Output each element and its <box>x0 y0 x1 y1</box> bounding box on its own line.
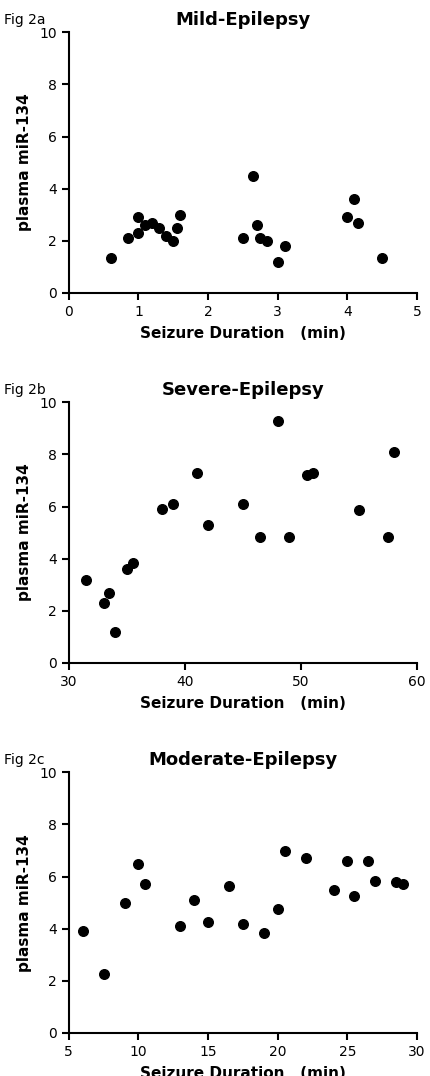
Point <box>191 891 198 908</box>
Point <box>142 876 149 893</box>
Point <box>83 571 89 589</box>
Point <box>281 238 288 255</box>
Point <box>135 855 142 873</box>
Y-axis label: plasma miR-134: plasma miR-134 <box>18 464 32 601</box>
Point <box>257 528 264 546</box>
Point <box>205 914 212 931</box>
Title: Mild-Epilepsy: Mild-Epilepsy <box>175 12 310 29</box>
Y-axis label: plasma miR-134: plasma miR-134 <box>18 94 32 231</box>
Point <box>170 495 177 512</box>
Point <box>281 841 288 859</box>
Point <box>106 584 113 601</box>
Point <box>309 464 316 481</box>
Point <box>354 214 361 231</box>
Point <box>390 443 397 461</box>
X-axis label: Seizure Duration   (min): Seizure Duration (min) <box>140 696 346 710</box>
Point <box>125 229 132 246</box>
Point <box>240 915 246 932</box>
Point <box>274 901 281 918</box>
Point <box>286 528 293 546</box>
Point <box>121 894 128 911</box>
Title: Severe-Epilepsy: Severe-Epilepsy <box>162 381 324 399</box>
Point <box>351 190 358 208</box>
Point <box>170 232 177 250</box>
Point <box>79 923 86 940</box>
Point <box>193 464 200 481</box>
Point <box>264 232 271 250</box>
Point <box>158 500 165 518</box>
Point <box>100 594 107 611</box>
Point <box>163 227 170 244</box>
Point <box>384 528 391 546</box>
Text: Fig 2a: Fig 2a <box>4 13 46 27</box>
Point <box>274 253 281 270</box>
Point <box>303 467 310 484</box>
X-axis label: Seizure Duration   (min): Seizure Duration (min) <box>140 326 346 341</box>
Point <box>156 220 163 237</box>
Point <box>177 918 184 935</box>
Point <box>344 852 351 869</box>
Y-axis label: plasma miR-134: plasma miR-134 <box>18 834 32 972</box>
Point <box>379 249 386 266</box>
Point <box>253 216 260 233</box>
Point <box>177 207 184 224</box>
Point <box>240 229 246 246</box>
Point <box>226 877 233 894</box>
Point <box>351 888 358 905</box>
Text: Fig 2c: Fig 2c <box>4 753 45 767</box>
Point <box>149 214 156 231</box>
Point <box>107 249 114 266</box>
X-axis label: Seizure Duration   (min): Seizure Duration (min) <box>140 1065 346 1076</box>
Point <box>261 924 267 942</box>
Point <box>257 229 264 246</box>
Point <box>344 209 351 226</box>
Point <box>123 561 130 578</box>
Point <box>250 167 257 184</box>
Point <box>129 554 136 571</box>
Text: Fig 2b: Fig 2b <box>4 383 46 397</box>
Point <box>372 872 379 889</box>
Point <box>365 852 372 869</box>
Point <box>135 224 142 241</box>
Point <box>112 623 119 640</box>
Point <box>100 966 107 983</box>
Point <box>173 220 180 237</box>
Point <box>205 516 212 534</box>
Point <box>142 216 149 233</box>
Point <box>240 495 246 512</box>
Point <box>274 412 281 429</box>
Point <box>330 881 337 898</box>
Point <box>356 501 362 519</box>
Title: Moderate-Epilepsy: Moderate-Epilepsy <box>148 751 338 769</box>
Point <box>135 209 142 226</box>
Point <box>393 874 399 891</box>
Point <box>400 876 407 893</box>
Point <box>302 850 309 867</box>
